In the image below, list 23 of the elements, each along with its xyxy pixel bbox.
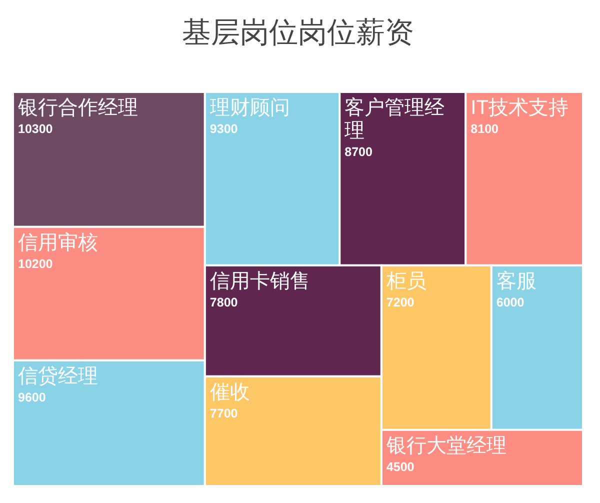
category-label: 银行合作经理 <box>17 97 138 119</box>
data-label: 4500 <box>386 460 414 474</box>
data-label: 7800 <box>210 295 238 310</box>
data-label: 6000 <box>496 295 524 310</box>
category-label: 信用审核 <box>18 230 98 254</box>
data-label: 7700 <box>210 406 238 420</box>
category-label: 客户管理经理 <box>344 97 445 142</box>
category-label: 信贷经理 <box>18 365 98 388</box>
category-label: 理财顾问 <box>210 97 290 119</box>
category-label: 信用卡销售 <box>210 270 310 292</box>
text: 基层岗位岗位薪资 <box>182 17 414 49</box>
category-label: 银行大堂经理 <box>385 434 506 457</box>
category-label: 催收 <box>210 381 250 404</box>
data-label: 9600 <box>18 390 46 404</box>
data-label: 8100 <box>470 122 499 136</box>
data-label: 10300 <box>18 122 53 136</box>
data-label: 9300 <box>210 122 238 136</box>
category-label: IT技术支持 <box>470 97 568 119</box>
data-label: 10200 <box>18 256 53 271</box>
category-label: 客服 <box>496 270 536 292</box>
data-label: 7200 <box>386 295 414 310</box>
data-label: 8700 <box>344 145 372 159</box>
category-label: 柜员 <box>385 270 426 292</box>
